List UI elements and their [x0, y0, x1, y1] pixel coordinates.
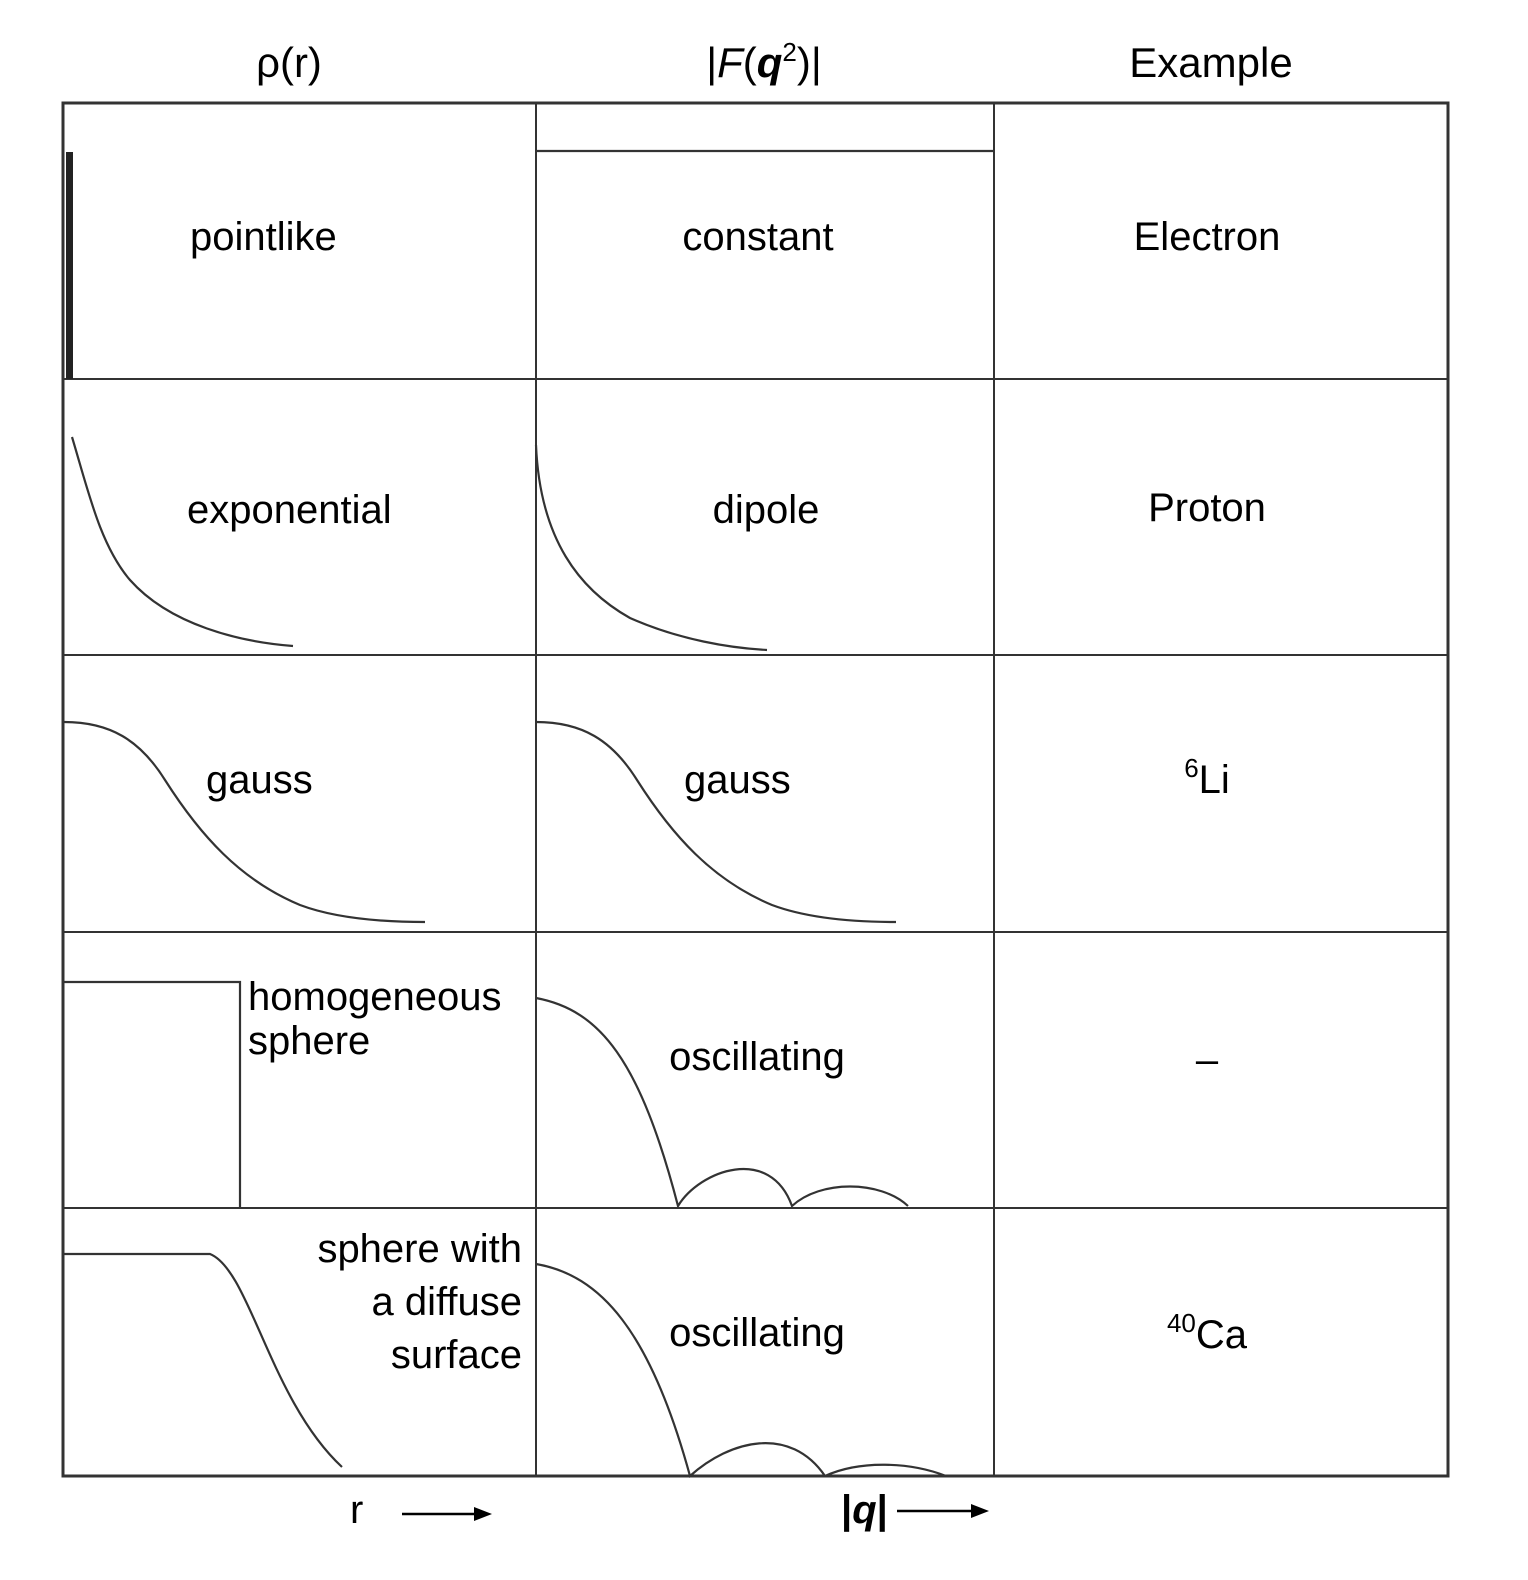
example-calcium-40: 40Ca: [1167, 1309, 1248, 1357]
header-form-factor-bar-left: |: [706, 39, 718, 86]
form-factor-label-dipole: dipole: [712, 488, 820, 532]
density-label-diffuse-line-1: sphere with: [317, 1227, 522, 1271]
gauss-form-factor-curve: [535, 720, 897, 924]
example-proton: Proton: [1148, 486, 1266, 530]
form-factor-label-oscillating-2: oscillating: [669, 1311, 845, 1355]
example-lithium-6-base: Li: [1198, 758, 1230, 802]
header-form-factor-exponent: 2: [782, 37, 797, 67]
header-example: Example: [1129, 39, 1293, 86]
density-label-diffuse-line-3: surface: [390, 1333, 522, 1377]
header-form-factor: |F(q2)|: [706, 39, 822, 86]
example-none-base: –: [1195, 1038, 1219, 1082]
oscillating-form-factor-curve-1: [535, 996, 909, 1209]
diffuse-sphere-density-curve: [63, 1252, 343, 1468]
header-density: ρ(r): [256, 39, 322, 86]
form-factor-label-gauss: gauss: [684, 758, 791, 802]
q-axis-label: |q|: [841, 1488, 888, 1532]
dipole-form-factor-curve: [534, 444, 768, 652]
header-form-factor-paren-open: (: [742, 39, 757, 86]
form-factor-label-oscillating-1: oscillating: [669, 1035, 845, 1079]
density-label-diffuse-line-2: a diffuse: [371, 1280, 523, 1324]
r-axis-arrowhead: [474, 1507, 492, 1521]
table-grid: [61, 101, 1450, 1478]
example-calcium-40-sup: 40: [1166, 1308, 1196, 1338]
density-label-homogeneous-sphere: homogeneous sphere: [248, 975, 502, 1063]
oscillating-form-factor-curve-2: [535, 1262, 947, 1479]
q-axis-bar-right: |: [876, 1488, 888, 1532]
gauss-density-curve: [63, 720, 426, 924]
q-axis-bar-left: |: [841, 1488, 853, 1532]
density-label-diffuse-sphere: sphere with a diffuse surface: [317, 1223, 522, 1382]
density-label-gauss: gauss: [206, 758, 313, 802]
density-label-homogeneous-line-2: sphere: [248, 1019, 371, 1063]
example-lithium-6-sup: 6: [1184, 753, 1199, 783]
example-lithium-6: 6Li: [1184, 754, 1230, 802]
density-label-pointlike: pointlike: [190, 215, 337, 259]
r-axis-label: r: [350, 1488, 364, 1532]
header-form-factor-F: F: [717, 39, 743, 86]
example-electron: Electron: [1134, 215, 1281, 259]
header-form-factor-paren-close: )|: [796, 39, 822, 86]
q-axis-q: q: [852, 1488, 877, 1532]
density-label-homogeneous-line-1: homogeneous: [248, 975, 502, 1019]
form-factor-label-constant: constant: [682, 215, 834, 259]
table-border: [61, 101, 1450, 1478]
homogeneous-sphere-density-curve: [63, 980, 242, 1208]
example-none: –: [1196, 1038, 1218, 1082]
example-proton-base: Proton: [1148, 486, 1266, 530]
example-calcium-40-base: Ca: [1195, 1313, 1248, 1357]
pointlike-density-bar: [66, 152, 73, 379]
exponential-density-curve: [70, 436, 294, 648]
density-label-exponential: exponential: [187, 488, 392, 532]
q-axis-arrowhead: [971, 1504, 989, 1518]
example-electron-base: Electron: [1133, 215, 1281, 259]
header-form-factor-q: q: [756, 39, 783, 86]
